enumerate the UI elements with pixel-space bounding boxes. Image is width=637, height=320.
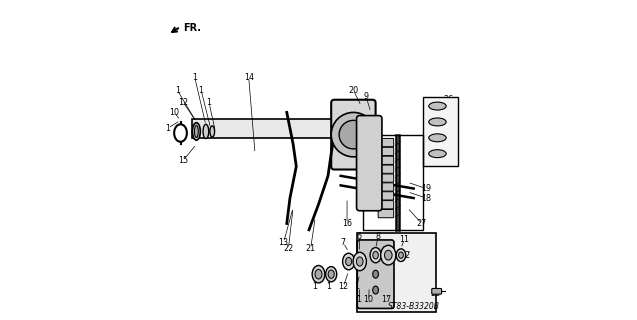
FancyBboxPatch shape (357, 240, 394, 308)
Text: 1: 1 (354, 282, 359, 292)
Circle shape (331, 112, 376, 157)
Ellipse shape (385, 250, 392, 260)
Text: 28: 28 (431, 289, 441, 298)
Text: 13: 13 (278, 238, 289, 247)
Text: 12: 12 (338, 282, 348, 292)
FancyBboxPatch shape (378, 183, 394, 191)
Ellipse shape (210, 126, 215, 137)
Ellipse shape (343, 253, 355, 270)
Ellipse shape (373, 286, 378, 294)
Ellipse shape (381, 245, 396, 265)
Ellipse shape (203, 124, 209, 139)
Ellipse shape (194, 125, 198, 138)
Text: 18: 18 (421, 194, 431, 203)
FancyBboxPatch shape (378, 192, 394, 200)
Circle shape (339, 120, 368, 149)
Text: 1: 1 (199, 86, 204, 95)
FancyBboxPatch shape (432, 288, 441, 294)
FancyBboxPatch shape (378, 139, 394, 147)
FancyBboxPatch shape (378, 165, 394, 173)
Text: 1: 1 (361, 130, 366, 139)
Ellipse shape (346, 257, 352, 266)
Text: 8: 8 (376, 232, 381, 241)
FancyBboxPatch shape (378, 210, 394, 218)
Text: 23: 23 (443, 136, 454, 146)
Text: 9: 9 (364, 92, 369, 101)
Text: 16: 16 (342, 219, 352, 228)
FancyBboxPatch shape (378, 174, 394, 182)
Text: 1: 1 (175, 86, 180, 95)
Ellipse shape (373, 254, 378, 262)
Text: 26: 26 (443, 95, 454, 104)
Text: 1: 1 (326, 282, 331, 292)
Ellipse shape (315, 269, 322, 279)
Text: 7: 7 (341, 238, 346, 247)
Ellipse shape (373, 252, 378, 259)
Ellipse shape (328, 270, 334, 278)
Text: 17: 17 (382, 295, 392, 304)
Text: 1: 1 (166, 124, 170, 133)
Text: 15: 15 (178, 156, 189, 164)
Ellipse shape (399, 252, 403, 258)
FancyBboxPatch shape (357, 116, 382, 211)
Text: ST83-B3320B: ST83-B3320B (389, 302, 440, 311)
FancyBboxPatch shape (378, 201, 394, 209)
Text: 10: 10 (169, 108, 179, 117)
Text: 11: 11 (399, 235, 409, 244)
FancyBboxPatch shape (331, 100, 376, 170)
Text: 25: 25 (443, 108, 454, 117)
Ellipse shape (429, 102, 446, 110)
Text: 3: 3 (367, 187, 372, 196)
Ellipse shape (396, 249, 406, 261)
Ellipse shape (192, 123, 200, 140)
Text: 1: 1 (312, 282, 317, 292)
Ellipse shape (326, 267, 337, 282)
Text: 21: 21 (306, 244, 315, 253)
Text: 5: 5 (441, 156, 447, 164)
Ellipse shape (357, 257, 363, 266)
Ellipse shape (429, 118, 446, 126)
Ellipse shape (373, 270, 378, 278)
FancyBboxPatch shape (378, 156, 394, 164)
Text: 14: 14 (244, 73, 254, 82)
Text: 27: 27 (417, 219, 427, 228)
Text: 10: 10 (364, 295, 374, 304)
FancyBboxPatch shape (357, 233, 436, 312)
Ellipse shape (312, 266, 325, 283)
Text: 6: 6 (357, 232, 362, 241)
Text: 1: 1 (192, 73, 197, 82)
Text: 2: 2 (404, 251, 410, 260)
Ellipse shape (353, 252, 366, 271)
FancyBboxPatch shape (192, 119, 366, 138)
Text: 22: 22 (283, 244, 294, 253)
FancyBboxPatch shape (378, 147, 394, 156)
Text: 4: 4 (364, 149, 369, 158)
Text: 19: 19 (421, 184, 431, 193)
Text: 1: 1 (206, 99, 211, 108)
Text: FR.: FR. (183, 23, 201, 33)
Ellipse shape (429, 134, 446, 142)
Ellipse shape (429, 150, 446, 158)
Ellipse shape (370, 248, 381, 263)
Text: 12: 12 (178, 99, 189, 108)
Text: 1: 1 (357, 295, 362, 304)
FancyBboxPatch shape (423, 97, 458, 166)
Text: 20: 20 (348, 86, 359, 95)
Text: 24: 24 (443, 121, 454, 130)
